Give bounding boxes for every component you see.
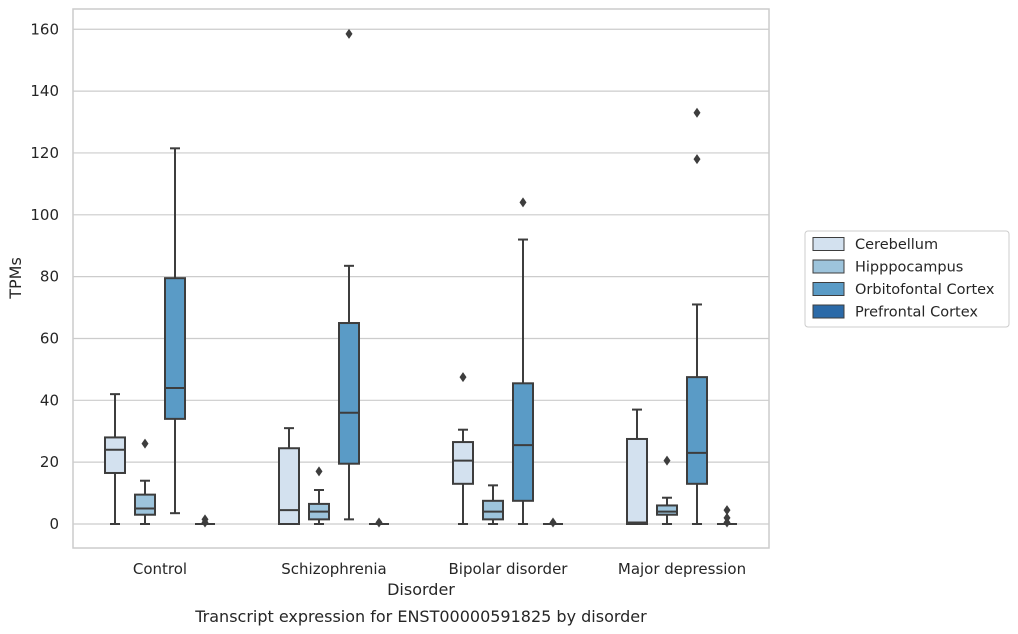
x-tick-label: Schizophrenia [281, 560, 386, 578]
box-plot-item [134, 438, 156, 525]
outlier-point [141, 438, 149, 449]
y-tick-label: 140 [30, 82, 59, 100]
y-tick-label: 0 [49, 515, 59, 533]
box-plot-item [104, 393, 126, 525]
legend-swatch [812, 237, 845, 251]
box-body [164, 277, 186, 420]
box-plot-item [195, 514, 215, 528]
box-plot-item [686, 107, 708, 525]
box-plot-item [338, 28, 360, 521]
legend-entry-label: Orbitofontal Cortex [855, 282, 995, 298]
box-body [656, 504, 678, 516]
box-body [338, 322, 360, 465]
outlier-point [375, 517, 383, 528]
legend-swatch [812, 259, 845, 274]
box-plot-marks [104, 28, 737, 528]
box-plot-item [512, 197, 534, 525]
outlier-point [723, 505, 731, 516]
y-tick-labels: 0 20 40 60 80 100 120 140 160 [30, 20, 59, 533]
legend-entry-label: Prefrontal Cortex [855, 305, 978, 321]
series-prefrontal-cortex [195, 505, 737, 528]
outlier-point [723, 512, 731, 523]
box-plot-item [717, 505, 737, 528]
x-tick-label: Bipolar disorder [449, 560, 569, 578]
outlier-point [345, 28, 353, 39]
box-body [278, 447, 300, 525]
x-tick-label: Control [133, 560, 187, 578]
box-body [134, 493, 156, 516]
legend-swatch [812, 282, 845, 296]
series-hipppocampus [134, 438, 678, 525]
series-cerebellum [104, 372, 648, 525]
legend-entry-label: Hipppocampus [855, 260, 963, 276]
box-plot-item [369, 517, 389, 528]
outlier-point [459, 372, 467, 383]
box-plot-item [164, 147, 186, 515]
y-tick-label: 120 [30, 144, 59, 162]
legend: Cerebellum Hipppocampus Orbitofontal Corte… [804, 230, 1010, 328]
legend-frame [804, 230, 1010, 328]
box-plot-item [656, 455, 678, 525]
outlier-point [519, 197, 527, 208]
y-tick-label: 20 [40, 453, 59, 471]
x-tick-label: Major depression [618, 560, 746, 578]
box-plot-item [452, 372, 474, 525]
box-body [104, 436, 126, 474]
box-body [686, 376, 708, 485]
legend-entry-label: Cerebellum [855, 237, 938, 253]
x-axis-label: Disorder [387, 580, 455, 599]
x-tick-labels: Control Schizophrenia Bipolar disorder Majo… [133, 560, 746, 578]
series-orbitofontal-cortex [164, 28, 708, 525]
box-plot-item [278, 427, 300, 525]
outlier-point [693, 107, 701, 118]
box-body [512, 382, 534, 502]
y-tick-label: 40 [40, 391, 59, 409]
y-tick-label: 60 [40, 329, 59, 347]
box-plot-item [482, 484, 504, 525]
outlier-point [315, 466, 323, 477]
grid-lines [73, 28, 769, 525]
chart-caption: Transcript expression for ENST0000059182… [194, 607, 647, 626]
outlier-point [549, 517, 557, 528]
box-body [452, 441, 474, 485]
y-tick-label: 100 [30, 206, 59, 224]
y-axis-label: TPMs [6, 257, 25, 300]
outlier-point [663, 455, 671, 466]
outlier-point [693, 154, 701, 165]
box-plot-item [308, 466, 330, 525]
y-tick-label: 160 [30, 20, 59, 38]
box-body [482, 499, 504, 521]
box-plot-item [543, 517, 563, 528]
legend-swatch [812, 304, 845, 319]
box-body [626, 437, 648, 525]
outlier-point [201, 514, 209, 525]
plot-area-frame [72, 8, 770, 549]
y-tick-label: 80 [40, 268, 59, 286]
box-plot-item [626, 408, 648, 525]
